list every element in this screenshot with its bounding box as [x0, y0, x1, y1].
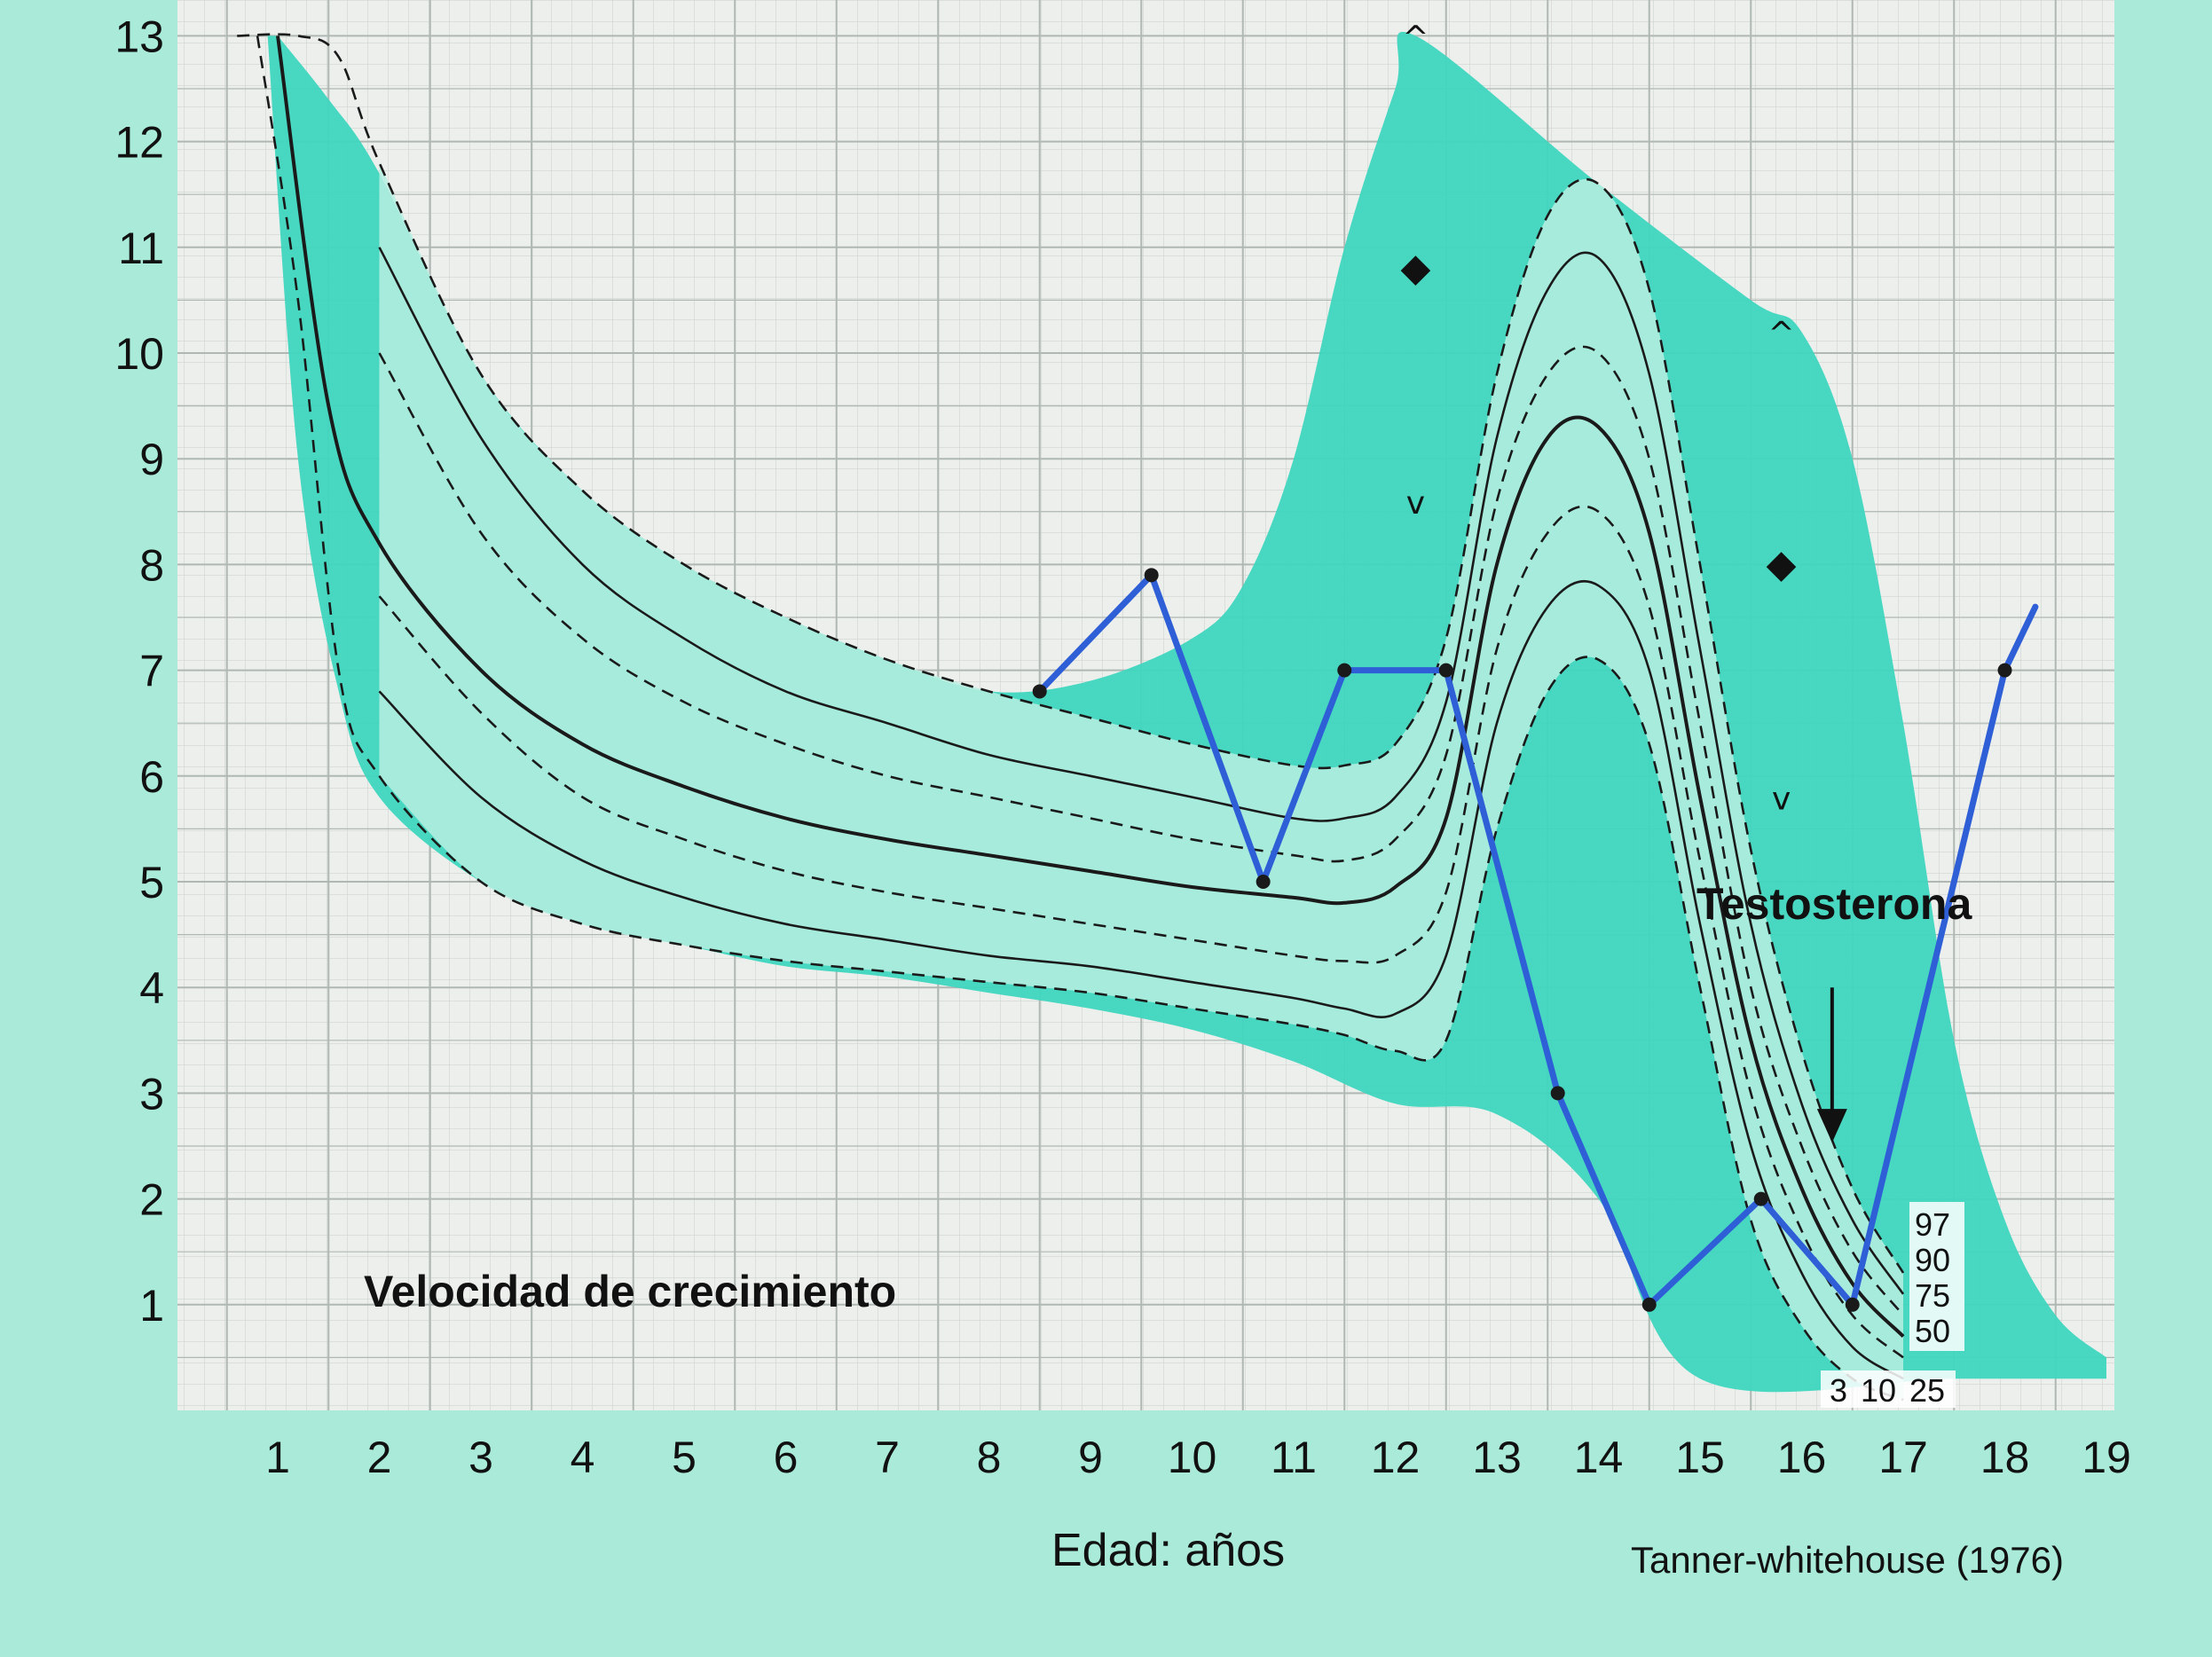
x-tick-label: 19 [2082, 1433, 2131, 1482]
markers: ^ ◆ v ^ ◆ v [1400, 20, 1847, 1143]
x-tick-label: 10 [1168, 1433, 1217, 1482]
x-tick-label: 14 [1574, 1433, 1624, 1482]
y-tick-label: 8 [139, 540, 164, 590]
chart-marker: ◆ [1767, 541, 1797, 586]
percentile-label: 25 [1909, 1372, 1945, 1409]
y-tick-label: 11 [118, 224, 164, 273]
patient-point [1997, 663, 2012, 678]
y-tick-label: 3 [139, 1069, 164, 1119]
percentile-label-box [1821, 1370, 1956, 1408]
percentile-label: 10 [1861, 1372, 1896, 1409]
percentile-curve [378, 247, 1905, 1295]
patient-point [1550, 1086, 1565, 1101]
axis-ticks: 1 2 3 4 5 6 7 8 9 10 11 12 13 14 15 16 17 18 1912345678910… [114, 12, 2130, 1482]
x-tick-label: 17 [1878, 1433, 1928, 1482]
chart-marker: ◆ [1400, 246, 1430, 291]
patient-point [1337, 663, 1352, 678]
x-tick-label: 2 [367, 1433, 392, 1482]
chart-marker: v [1772, 781, 1791, 818]
patient-point [1256, 875, 1271, 889]
patient-point [1641, 1297, 1657, 1312]
y-tick-label: 1 [139, 1281, 164, 1331]
x-tick-label: 16 [1777, 1433, 1827, 1482]
patient-point [1845, 1297, 1860, 1312]
percentile-label: 75 [1915, 1277, 1950, 1314]
x-tick-label: 7 [875, 1433, 900, 1482]
y-tick-label: 13 [114, 12, 164, 61]
y-tick-label: 10 [114, 329, 164, 379]
x-tick-label: 6 [774, 1433, 799, 1482]
percentile-label-box [1909, 1202, 1964, 1351]
y-tick-label: 4 [139, 963, 164, 1013]
patient-point [1753, 1191, 1768, 1206]
percentile-curve [378, 580, 1904, 1380]
x-tick-label: 9 [1078, 1433, 1103, 1482]
chart-marker: v [1406, 485, 1425, 522]
x-tick-label: 3 [468, 1433, 493, 1482]
x-tick-label: 4 [571, 1433, 595, 1482]
percentile-label: 90 [1915, 1242, 1950, 1278]
arrow-head [1816, 1109, 1847, 1143]
chart-marker: ^ [1768, 316, 1795, 352]
x-tick-label: 18 [1980, 1433, 2030, 1482]
patient-series [1032, 568, 2039, 1312]
chart-marker: ^ [1402, 20, 1429, 56]
patient-point [1438, 663, 1453, 678]
percentile-curve [378, 345, 1905, 1316]
percentile-label: 50 [1915, 1313, 1950, 1349]
x-tick-label: 8 [977, 1433, 1002, 1482]
x-tick-label: 15 [1675, 1433, 1725, 1482]
percentile-curves [237, 33, 1905, 1402]
y-tick-label: 2 [139, 1175, 164, 1225]
x-tick-label: 5 [672, 1433, 697, 1482]
percentile-label: 3 [1830, 1372, 1847, 1409]
percentile-curve [276, 35, 1905, 1338]
x-axis-label: Edad: años [1051, 1525, 1285, 1576]
x-tick-label: 11 [1271, 1433, 1317, 1482]
percentile-curve [237, 33, 1905, 1274]
percentile-label: 97 [1915, 1206, 1950, 1243]
source-label: Tanner-whitehouse (1976) [1631, 1539, 2064, 1581]
percentile-curve [378, 505, 1904, 1359]
inner-band [379, 162, 1903, 1401]
chart-title: Velocidad de crecimiento [364, 1267, 896, 1316]
patient-point [1032, 684, 1047, 699]
y-tick-label: 5 [139, 858, 164, 907]
x-tick-label: 13 [1472, 1433, 1522, 1482]
percentile-bands [267, 31, 2106, 1401]
y-tick-label: 9 [139, 435, 164, 484]
annotation-label: Testosterona [1696, 879, 1972, 929]
y-tick-label: 7 [139, 647, 164, 696]
y-tick-label: 6 [139, 752, 164, 802]
x-tick-label: 1 [265, 1433, 290, 1482]
x-tick-label: 12 [1371, 1433, 1421, 1482]
y-tick-label: 12 [114, 118, 164, 168]
patient-point [1144, 568, 1159, 583]
percentile-curve [256, 35, 1904, 1402]
